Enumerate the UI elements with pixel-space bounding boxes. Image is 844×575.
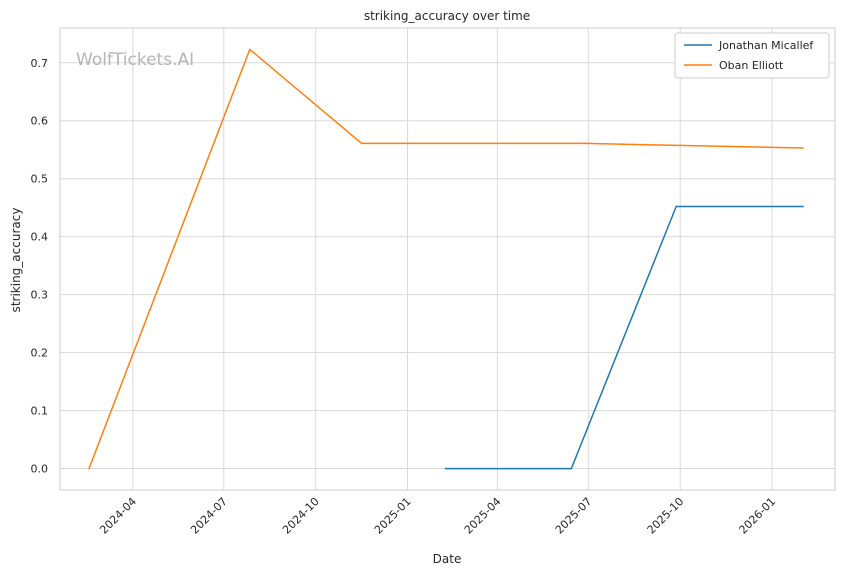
data-point-jonathan-micallef [802,205,804,208]
data-point-oban-elliott [802,147,804,149]
series-layer [88,48,804,470]
y-tick-label: 0.2 [31,347,49,360]
y-axis-ticks: 0.0 0.1 0.2 0.3 0.4 0.5 0.6 0.7 [31,57,49,476]
y-tick-label: 0.3 [31,289,49,302]
chart-title: striking_accuracy over time [364,9,530,23]
legend-box [674,32,830,79]
legend-label-oban-elliott: Oban Elliott [719,59,784,72]
y-axis-title: striking_accuracy [9,208,23,313]
y-tick-label: 0.1 [31,405,49,418]
plot-area [60,28,835,490]
data-point-jonathan-micallef [675,205,678,208]
y-tick-label: 0.4 [31,231,49,244]
y-tick-label: 0.7 [31,57,49,70]
data-point-oban-elliott [360,142,363,145]
y-tick-label: 0.6 [31,115,49,128]
data-point-jonathan-micallef [570,467,573,470]
x-axis-title: Date [433,552,462,566]
series-line-jonathan-micallef [445,205,803,470]
watermark-text: WolfTickets.AI [76,50,194,70]
legend-label-jonathan-micallef: Jonathan Micallef [718,39,814,52]
legend: Jonathan Micallef Oban Elliott [674,32,830,79]
y-tick-label: 0.5 [31,173,49,186]
y-tick-label: 0.0 [31,463,49,476]
data-point-oban-elliott [248,48,251,51]
plot-frame [59,27,836,491]
data-point-oban-elliott [584,142,587,145]
data-point-oban-elliott [88,467,90,470]
data-point-jonathan-micallef [444,467,447,470]
